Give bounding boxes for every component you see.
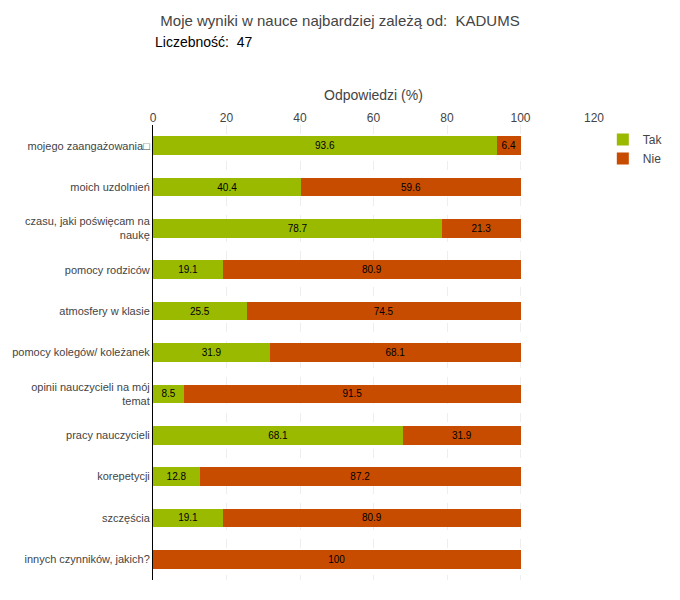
svg-text:mojego zaangażowania□: mojego zaangażowania□: [28, 140, 151, 152]
svg-text:80.9: 80.9: [362, 512, 382, 523]
svg-text:91.5: 91.5: [342, 388, 362, 399]
svg-text:19.1: 19.1: [178, 264, 198, 275]
svg-text:78.7: 78.7: [288, 223, 308, 234]
svg-text:0: 0: [150, 111, 157, 125]
svg-text:innych czynników, jakich?: innych czynników, jakich?: [24, 553, 149, 565]
svg-text:Moje wyniki w nauce najbardzie: Moje wyniki w nauce najbardziej zależą o…: [160, 12, 519, 29]
svg-text:100: 100: [328, 554, 345, 565]
svg-text:pomocy kolegów/ koleżanek: pomocy kolegów/ koleżanek: [12, 346, 150, 358]
svg-text:20: 20: [220, 111, 234, 125]
svg-text:80.9: 80.9: [362, 264, 382, 275]
svg-text:szczęścia: szczęścia: [102, 512, 151, 524]
svg-text:25.5: 25.5: [190, 306, 210, 317]
svg-text:120: 120: [584, 111, 604, 125]
svg-text:12.8: 12.8: [167, 471, 187, 482]
svg-text:68.1: 68.1: [268, 430, 288, 441]
svg-text:Odpowiedzi (%): Odpowiedzi (%): [324, 87, 423, 103]
svg-text:87.2: 87.2: [350, 471, 370, 482]
svg-text:100: 100: [510, 111, 530, 125]
svg-text:Tak: Tak: [643, 133, 663, 147]
svg-text:21.3: 21.3: [471, 223, 491, 234]
svg-text:19.1: 19.1: [178, 512, 198, 523]
svg-text:60: 60: [367, 111, 381, 125]
svg-text:40.4: 40.4: [217, 182, 237, 193]
svg-text:atmosfery w klasie: atmosfery w klasie: [59, 305, 149, 317]
svg-text:pracy nauczycieli: pracy nauczycieli: [66, 429, 150, 441]
svg-text:6.4: 6.4: [502, 140, 516, 151]
svg-text:czasu, jaki poświęcam nanaukę: czasu, jaki poświęcam nanaukę: [25, 215, 151, 241]
svg-text:59.6: 59.6: [401, 182, 421, 193]
svg-text:opinii nauczycieli na mójtemat: opinii nauczycieli na mójtemat: [31, 381, 150, 407]
svg-text:Liczebność: 47: Liczebność: 47: [155, 34, 252, 50]
svg-text:31.9: 31.9: [202, 347, 222, 358]
svg-text:8.5: 8.5: [161, 388, 175, 399]
svg-text:40: 40: [293, 111, 307, 125]
svg-text:68.1: 68.1: [385, 347, 405, 358]
svg-text:Nie: Nie: [643, 152, 661, 166]
svg-text:korepetycji: korepetycji: [97, 470, 150, 482]
svg-text:74.5: 74.5: [374, 306, 394, 317]
svg-text:93.6: 93.6: [315, 140, 335, 151]
svg-text:31.9: 31.9: [452, 430, 472, 441]
svg-text:moich uzdolnień: moich uzdolnień: [70, 181, 150, 193]
svg-text:pomocy rodziców: pomocy rodziców: [65, 264, 150, 276]
svg-text:80: 80: [440, 111, 454, 125]
